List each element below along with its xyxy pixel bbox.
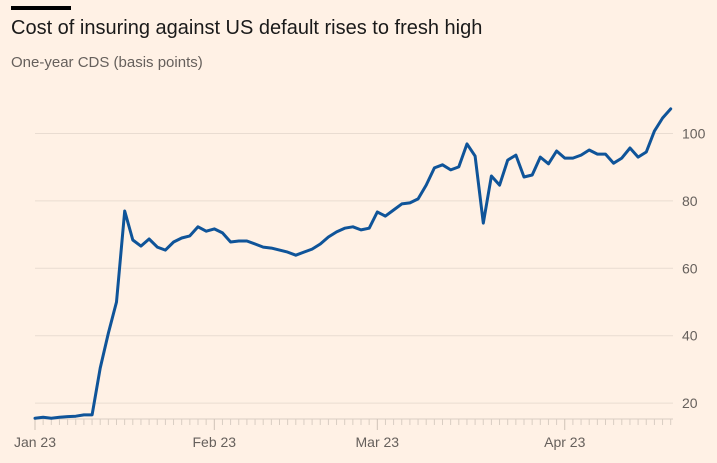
x-axis-labels: Jan 23 Feb 23 Mar 23 Apr 23	[14, 434, 586, 450]
x-tick-label: Apr 23	[544, 434, 585, 450]
x-tick-label: Jan 23	[14, 434, 56, 450]
series-line-cds	[33, 107, 673, 420]
brand-bar	[11, 6, 71, 10]
chart-title: Cost of insuring against US default rise…	[11, 17, 483, 39]
y-tick-label: 80	[682, 193, 698, 209]
y-tick-label: 60	[682, 260, 698, 276]
series-layer	[33, 107, 673, 420]
grid-lines	[35, 133, 673, 404]
y-tick-label: 100	[682, 126, 706, 142]
x-tick-label: Mar 23	[356, 434, 400, 450]
x-axis	[34, 418, 673, 430]
y-tick-label: 20	[682, 395, 698, 411]
y-tick-label: 40	[682, 328, 698, 344]
y-axis-labels: 20 40 60 80 100	[682, 126, 706, 412]
chart-subtitle: One-year CDS (basis points)	[11, 54, 203, 71]
x-tick-label: Feb 23	[193, 434, 237, 450]
